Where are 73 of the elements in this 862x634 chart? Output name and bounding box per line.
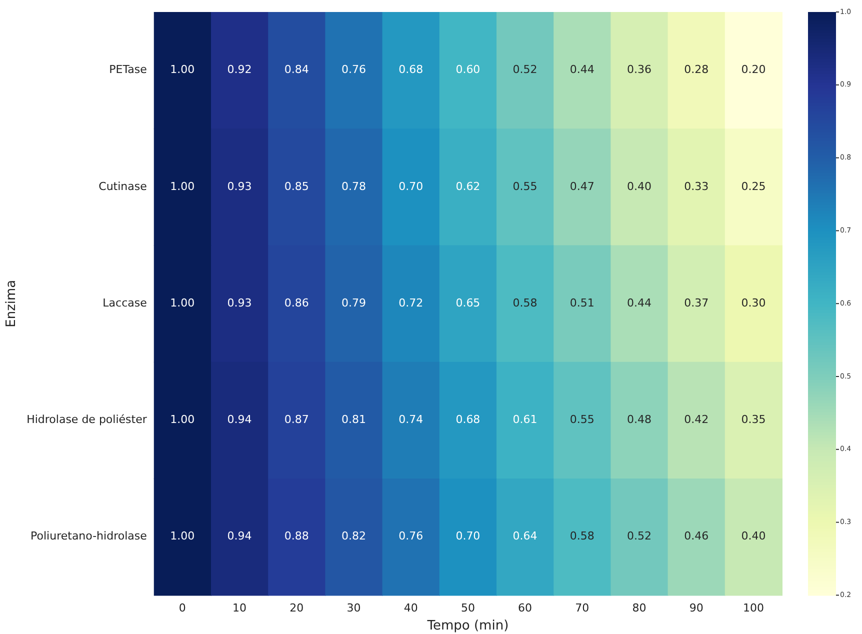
data-label: 0.84	[284, 63, 309, 76]
data-label: 0.65	[456, 296, 480, 310]
x-tick-label: 70	[575, 602, 590, 615]
data-label: 0.55	[570, 413, 594, 426]
data-label: 0.40	[626, 180, 652, 193]
data-label: 0.52	[626, 530, 652, 543]
data-label: 0.94	[227, 530, 252, 543]
data-label: 1.00	[170, 413, 195, 426]
x-tick-label: 20	[290, 602, 304, 615]
data-label: 0.33	[684, 180, 709, 193]
data-label: 0.46	[684, 530, 709, 543]
x-tick-label: 80	[632, 602, 646, 615]
data-label: 0.58	[512, 296, 538, 310]
data-label: 0.87	[284, 413, 309, 426]
data-label: 0.64	[512, 530, 538, 543]
data-label: 0.70	[398, 180, 424, 193]
data-label: 0.86	[284, 296, 309, 310]
data-label: 1.00	[170, 530, 195, 543]
data-label: 0.81	[341, 413, 366, 426]
x-axis-title: Tempo (min)	[426, 618, 509, 634]
data-label: 1.00	[170, 180, 195, 193]
x-tick-label: 10	[232, 602, 247, 615]
data-label: 0.93	[227, 180, 252, 193]
x-tick-label: 0	[178, 602, 186, 615]
x-tick-label: 60	[518, 602, 532, 615]
y-axis-title: Enzima	[4, 280, 20, 328]
data-label: 0.42	[684, 413, 709, 426]
data-label: 0.47	[570, 180, 594, 193]
data-label: 0.78	[341, 180, 366, 193]
data-label: 0.35	[741, 413, 766, 426]
data-label: 0.62	[456, 180, 480, 193]
data-label: 0.40	[741, 530, 766, 543]
y-tick-label: Cutinase	[98, 180, 148, 193]
data-label: 0.76	[398, 530, 424, 543]
data-label: 0.88	[284, 530, 309, 543]
data-label: 0.68	[398, 63, 424, 76]
data-label: 0.82	[341, 530, 366, 543]
data-label: 1.00	[170, 296, 195, 310]
y-tick-label: PETase	[109, 63, 148, 76]
data-label: 0.92	[227, 63, 252, 76]
x-tick-label: 90	[689, 602, 704, 615]
data-label: 0.44	[570, 63, 594, 76]
data-label: 0.85	[284, 180, 309, 193]
x-tick-label: 40	[404, 602, 418, 615]
data-label: 0.60	[456, 63, 480, 76]
y-tick-label: Poliuretano-hidrolase	[30, 530, 148, 543]
data-label: 0.48	[626, 413, 652, 426]
data-label: 0.74	[398, 413, 424, 426]
data-label: 0.94	[227, 413, 252, 426]
data-label: 0.44	[626, 296, 652, 310]
data-label: 0.76	[341, 63, 366, 76]
data-label: 1.00	[170, 63, 195, 76]
x-tick-label: 30	[346, 602, 361, 615]
data-label: 0.68	[456, 413, 480, 426]
data-label: 0.36	[626, 63, 652, 76]
x-tick-label: 100	[742, 602, 764, 615]
data-label: 0.52	[512, 63, 538, 76]
data-label: 0.51	[570, 296, 594, 310]
data-label: 0.70	[456, 530, 480, 543]
y-tick-label: Laccase	[102, 296, 148, 310]
data-label: 0.20	[741, 63, 766, 76]
y-tick-label: Hidrolase de poliéster	[26, 413, 148, 426]
data-label: 0.55	[512, 180, 538, 193]
data-label: 0.79	[341, 296, 366, 310]
data-label: 0.25	[741, 180, 766, 193]
data-label: 0.37	[684, 296, 709, 310]
data-label: 0.61	[512, 413, 538, 426]
x-tick-label: 50	[460, 602, 475, 615]
data-label: 0.30	[741, 296, 766, 310]
data-label: 0.72	[398, 296, 424, 310]
data-label: 0.28	[684, 63, 709, 76]
data-label: 0.58	[570, 530, 594, 543]
data-label: 0.93	[227, 296, 252, 310]
